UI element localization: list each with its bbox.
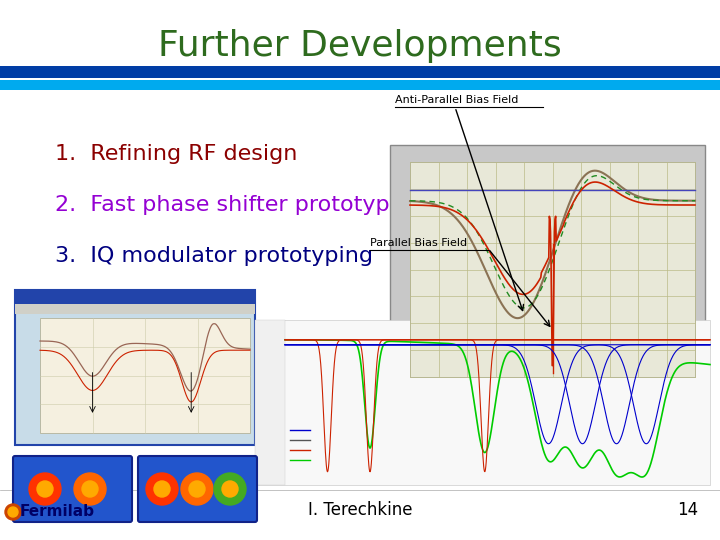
Text: Anti-Parallel Bias Field: Anti-Parallel Bias Field	[395, 95, 518, 105]
Bar	[255, 320, 710, 485]
Circle shape	[181, 473, 213, 505]
Bar	[255, 320, 285, 485]
Circle shape	[222, 481, 238, 497]
Bar	[15, 304, 255, 314]
Bar	[0, 80, 720, 90]
Circle shape	[74, 473, 106, 505]
Text: Fermilab: Fermilab	[20, 504, 95, 519]
Circle shape	[146, 473, 178, 505]
Bar	[410, 162, 695, 377]
Bar	[40, 318, 250, 433]
Text: Parallel Bias Field: Parallel Bias Field	[370, 238, 467, 248]
FancyBboxPatch shape	[13, 456, 132, 522]
Bar	[15, 290, 255, 445]
Circle shape	[29, 473, 61, 505]
Text: Further Developments: Further Developments	[158, 29, 562, 63]
FancyBboxPatch shape	[138, 456, 257, 522]
Text: I. Terechkine: I. Terechkine	[307, 501, 413, 519]
Circle shape	[154, 481, 170, 497]
Bar	[390, 145, 705, 395]
Circle shape	[214, 473, 246, 505]
Circle shape	[5, 504, 21, 520]
Text: 2.  Fast phase shifter prototyping: 2. Fast phase shifter prototyping	[55, 195, 424, 215]
Bar	[0, 66, 720, 78]
Circle shape	[189, 481, 205, 497]
Circle shape	[8, 507, 18, 517]
Text: 1.  Refining RF design: 1. Refining RF design	[55, 144, 297, 164]
Circle shape	[37, 481, 53, 497]
Text: 14: 14	[678, 501, 698, 519]
Text: 3.  IQ modulator prototyping: 3. IQ modulator prototyping	[55, 246, 373, 267]
Circle shape	[82, 481, 98, 497]
Bar	[15, 290, 255, 304]
